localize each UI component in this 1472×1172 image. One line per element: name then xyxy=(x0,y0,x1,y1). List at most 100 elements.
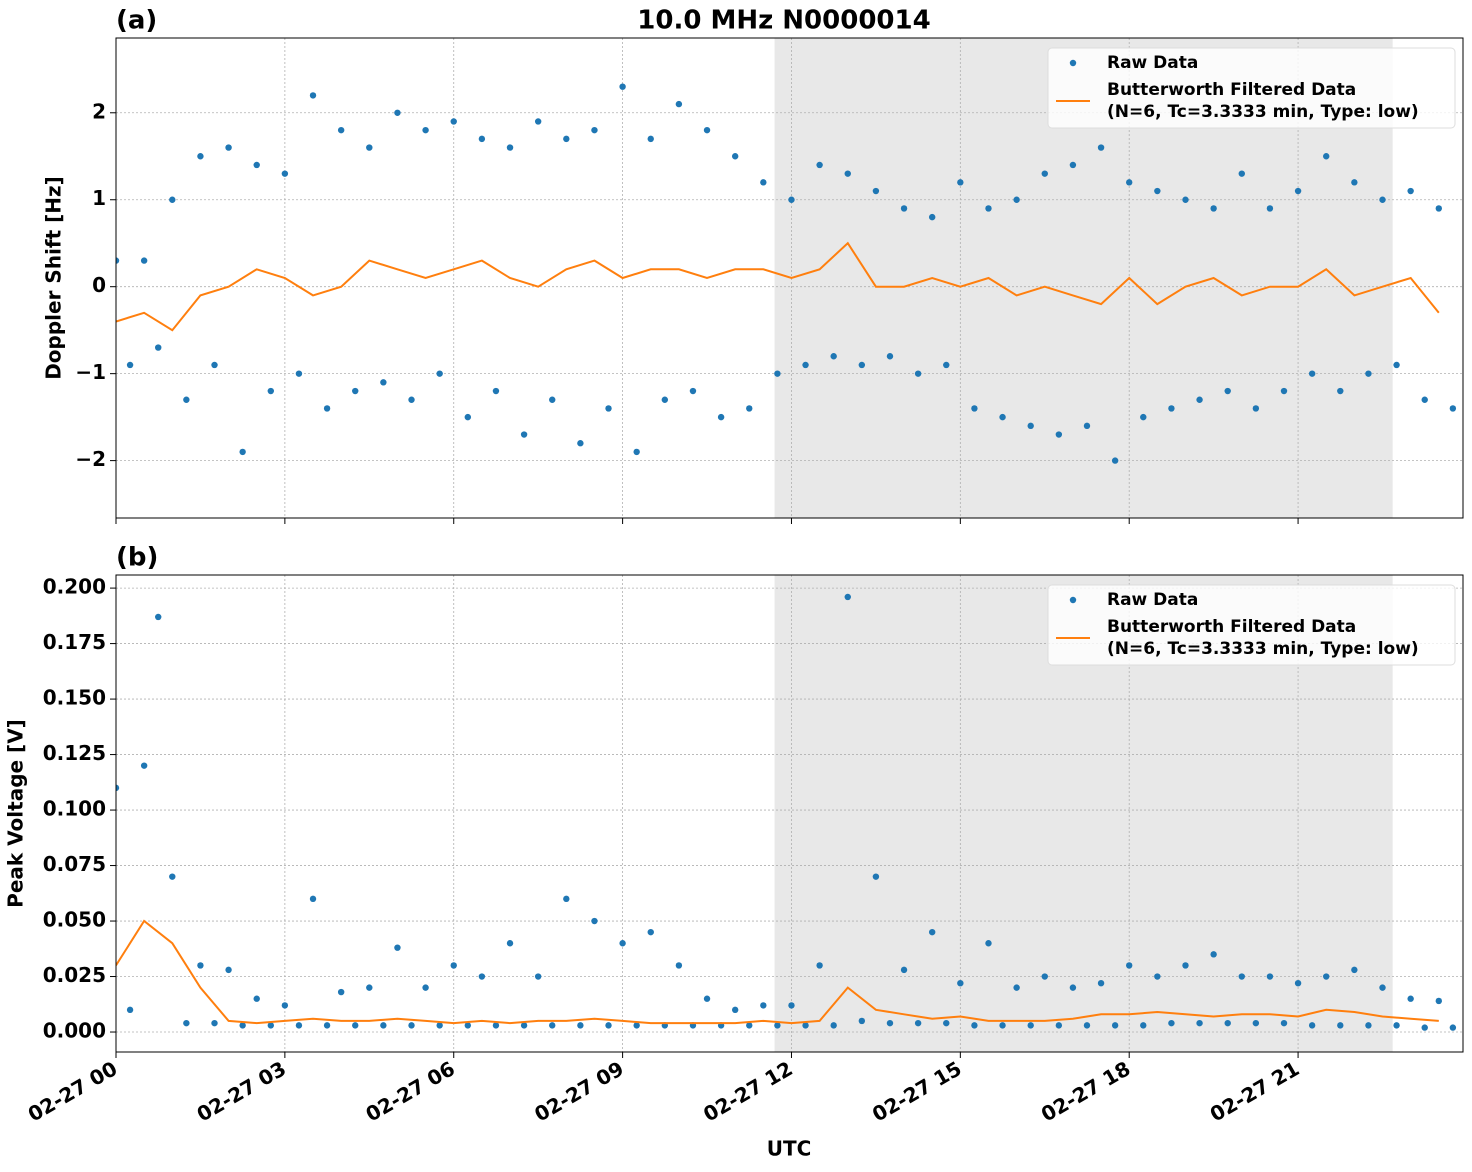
raw-point xyxy=(1196,396,1203,403)
raw-point xyxy=(1182,196,1189,203)
raw-point xyxy=(1027,1022,1034,1029)
raw-point xyxy=(577,440,584,447)
raw-point xyxy=(478,135,486,143)
y-tick-label: 0.075 xyxy=(43,852,106,876)
raw-point xyxy=(408,396,415,403)
raw-point xyxy=(140,762,148,769)
raw-point xyxy=(900,966,908,974)
x-axis-label: UTC xyxy=(767,1137,812,1161)
raw-point xyxy=(746,1022,753,1029)
raw-point xyxy=(971,1022,978,1029)
raw-point xyxy=(816,161,823,169)
plot-frame xyxy=(115,37,1464,519)
y-tick-label: −1 xyxy=(75,360,106,384)
raw-point xyxy=(267,387,274,395)
raw-point xyxy=(309,895,317,903)
y-tick-label: 0.025 xyxy=(43,963,106,987)
raw-point xyxy=(1435,997,1442,1005)
raw-point xyxy=(1196,1019,1203,1027)
raw-point xyxy=(183,1019,190,1027)
raw-point xyxy=(549,1022,556,1029)
raw-point xyxy=(1055,431,1063,438)
y-tick-label: 0.100 xyxy=(43,797,106,821)
x-tick-label: 02-27 00 xyxy=(24,1056,122,1126)
raw-point xyxy=(858,1017,866,1025)
raw-point xyxy=(549,396,556,403)
raw-point xyxy=(816,962,823,969)
raw-point xyxy=(717,413,725,421)
raw-point xyxy=(1308,370,1316,377)
raw-point xyxy=(211,361,218,369)
legend-box xyxy=(1047,584,1456,666)
y-tick-label: 0.125 xyxy=(43,741,106,765)
raw-point xyxy=(633,448,640,456)
raw-point xyxy=(1435,205,1442,212)
raw-point xyxy=(1111,457,1119,464)
raw-point xyxy=(1393,361,1400,369)
raw-point xyxy=(957,979,964,987)
filtered-line xyxy=(116,919,1439,1025)
raw-point xyxy=(267,1022,274,1029)
raw-point xyxy=(1351,966,1358,974)
raw-point xyxy=(1027,422,1034,430)
y-tick-label: 1 xyxy=(92,186,106,210)
raw-point xyxy=(774,1022,781,1029)
raw-point xyxy=(155,613,162,621)
raw-point xyxy=(900,205,908,212)
raw-point xyxy=(1252,405,1260,412)
raw-point xyxy=(520,1022,528,1029)
raw-point xyxy=(1337,1022,1344,1029)
raw-point xyxy=(534,118,542,125)
raw-point xyxy=(225,144,232,151)
raw-point xyxy=(1041,170,1048,177)
raw-point xyxy=(1210,205,1217,212)
raw-point xyxy=(1083,422,1091,430)
raw-point xyxy=(211,1019,218,1027)
raw-point xyxy=(1421,396,1428,403)
raw-point xyxy=(366,984,373,991)
raw-point xyxy=(1280,1019,1288,1027)
raw-point xyxy=(436,1022,443,1029)
raw-point xyxy=(1365,370,1372,377)
raw-point xyxy=(563,135,570,143)
legend-label: Raw Data xyxy=(1107,53,1198,73)
x-tick-label: 02-27 03 xyxy=(193,1056,291,1126)
legend-label: Raw Data xyxy=(1107,590,1198,610)
raw-point xyxy=(872,873,880,880)
raw-point xyxy=(1097,144,1105,151)
raw-point xyxy=(774,370,781,377)
raw-point xyxy=(140,257,148,264)
raw-point xyxy=(872,187,880,195)
raw-point xyxy=(858,361,866,369)
raw-point xyxy=(788,196,795,203)
raw-point xyxy=(591,917,598,925)
raw-point xyxy=(534,973,542,980)
raw-point xyxy=(116,257,120,264)
raw-point xyxy=(464,1022,472,1029)
raw-point xyxy=(1126,179,1133,186)
raw-point xyxy=(1351,179,1358,186)
raw-point xyxy=(394,944,401,951)
raw-point xyxy=(1238,973,1245,980)
raw-point xyxy=(1224,1019,1231,1027)
raw-point xyxy=(408,1022,415,1029)
raw-point xyxy=(619,940,626,947)
raw-point xyxy=(928,928,936,936)
y-tick-label: 0 xyxy=(92,273,106,297)
y-tick-label: −2 xyxy=(75,447,106,471)
raw-point xyxy=(1210,951,1217,958)
raw-point xyxy=(1182,962,1189,969)
raw-point xyxy=(450,118,457,125)
panel-label: (a) xyxy=(116,6,157,36)
raw-point xyxy=(492,387,500,395)
raw-point xyxy=(1111,1022,1119,1029)
plot-area xyxy=(116,83,1457,464)
raw-point xyxy=(239,1022,246,1029)
raw-point xyxy=(1252,1019,1260,1027)
raw-point xyxy=(731,153,739,160)
raw-point xyxy=(450,962,457,969)
raw-point xyxy=(169,873,176,880)
raw-point xyxy=(1323,973,1330,980)
raw-point xyxy=(295,1022,303,1029)
raw-point xyxy=(1379,196,1386,203)
